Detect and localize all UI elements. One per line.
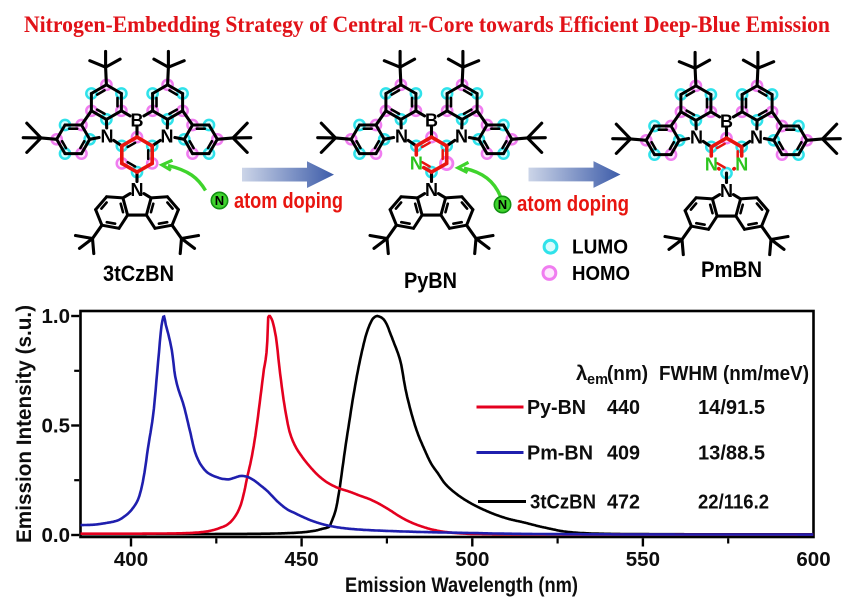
svg-text:3tCzBN: 3tCzBN: [103, 261, 174, 286]
svg-text:PyBN: PyBN: [404, 268, 457, 293]
svg-text:600: 600: [796, 548, 830, 571]
svg-text:N: N: [215, 193, 224, 208]
svg-text:em: em: [587, 372, 608, 388]
svg-text:N: N: [161, 126, 174, 146]
svg-text:440: 440: [607, 396, 640, 419]
svg-text:N: N: [705, 155, 718, 175]
svg-text:N: N: [395, 126, 408, 146]
svg-text:(nm): (nm): [607, 362, 648, 385]
svg-text:HOMO: HOMO: [572, 262, 630, 285]
svg-text:λ: λ: [576, 362, 588, 385]
svg-text:1.0: 1.0: [42, 305, 71, 328]
svg-text:N: N: [131, 180, 144, 200]
svg-text:N: N: [410, 154, 423, 174]
svg-text:N: N: [455, 126, 468, 146]
svg-text:B: B: [131, 110, 144, 130]
svg-text:450: 450: [284, 548, 318, 571]
svg-text:Nitrogen-Embedding Strategy of: Nitrogen-Embedding Strategy of Central π…: [24, 12, 830, 38]
svg-text:N: N: [750, 127, 763, 147]
svg-text:3tCzBN: 3tCzBN: [530, 491, 596, 514]
svg-text:atom doping: atom doping: [517, 191, 629, 216]
svg-text:Pm-BN: Pm-BN: [527, 442, 593, 465]
svg-text:400: 400: [114, 548, 148, 571]
svg-text:N: N: [690, 127, 703, 147]
svg-text:472: 472: [607, 491, 640, 514]
svg-text:550: 550: [626, 548, 660, 571]
svg-text:B: B: [720, 111, 733, 131]
svg-text:B: B: [425, 110, 438, 130]
svg-text:atom doping: atom doping: [234, 188, 343, 213]
svg-text:409: 409: [607, 442, 640, 465]
svg-text:N: N: [735, 155, 748, 175]
svg-text:N: N: [498, 197, 507, 212]
svg-text:22/116.2: 22/116.2: [698, 491, 769, 514]
svg-text:FWHM (nm/meV): FWHM (nm/meV): [659, 363, 809, 385]
svg-text:Emission Intensity (s.u.): Emission Intensity (s.u.): [13, 305, 36, 543]
svg-text:500: 500: [455, 548, 489, 571]
svg-text:LUMO: LUMO: [572, 236, 628, 259]
svg-text:PmBN: PmBN: [701, 257, 762, 282]
svg-text:Emission Wavelength (nm): Emission Wavelength (nm): [345, 574, 578, 597]
svg-text:0.5: 0.5: [42, 415, 71, 438]
svg-text:Py-BN: Py-BN: [527, 396, 586, 419]
svg-text:0.0: 0.0: [42, 524, 71, 547]
svg-text:N: N: [425, 180, 438, 200]
svg-text:N: N: [720, 181, 733, 201]
svg-text:13/88.5: 13/88.5: [698, 442, 765, 465]
svg-text:14/91.5: 14/91.5: [698, 396, 765, 419]
svg-text:N: N: [101, 126, 114, 146]
